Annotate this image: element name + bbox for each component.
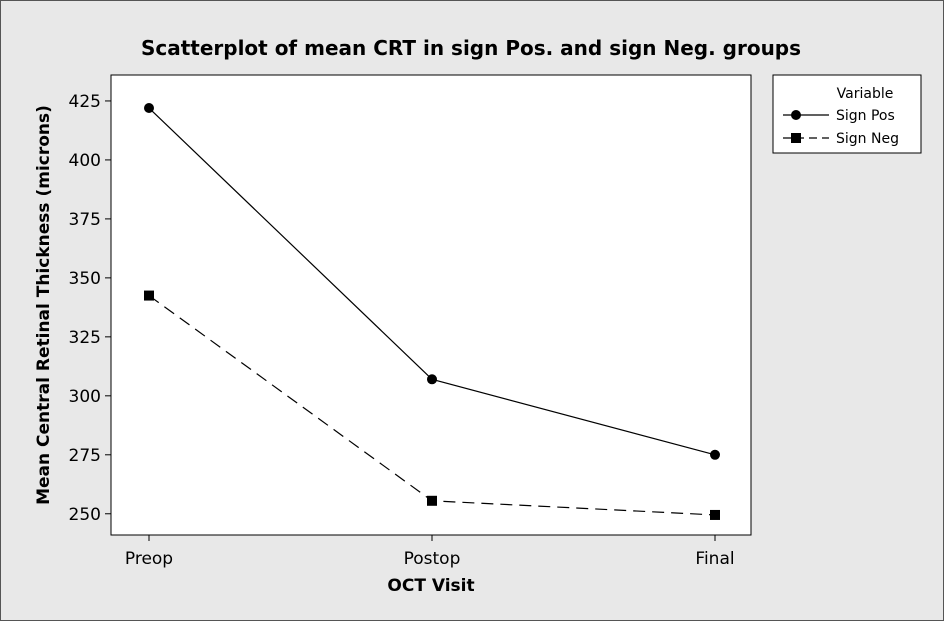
plot-area xyxy=(110,74,752,536)
y-tick-label: 400 xyxy=(69,151,101,171)
y-tick-label: 425 xyxy=(69,92,101,112)
legend-items: Sign Pos Sign Neg xyxy=(783,108,899,147)
y-axis-label: Mean Central Retinal Thickness (microns) xyxy=(34,105,54,505)
y-tick-label: 375 xyxy=(69,210,101,230)
legend-entry: Sign Pos xyxy=(836,108,895,124)
data-point xyxy=(427,374,437,385)
data-point xyxy=(144,103,154,114)
legend: Variable Sign Pos Sign Neg xyxy=(772,74,922,154)
legend-marker xyxy=(791,110,801,120)
x-tick-label: Preop xyxy=(125,549,173,569)
x-axis: Preop Postop Final xyxy=(125,535,735,569)
data-point xyxy=(710,449,720,460)
data-point xyxy=(710,509,720,520)
y-tick-label: 275 xyxy=(69,446,101,466)
y-tick-label: 325 xyxy=(69,328,101,348)
data-point xyxy=(144,290,154,301)
legend-entry: Sign Neg xyxy=(836,131,899,147)
y-tick-label: 250 xyxy=(69,505,101,525)
x-tick-label: Postop xyxy=(404,549,461,569)
legend-title: Variable xyxy=(837,86,894,102)
series-layer xyxy=(144,103,720,520)
x-axis-label: OCT Visit xyxy=(387,576,474,596)
data-point xyxy=(427,495,437,506)
x-tick-label: Final xyxy=(695,549,734,569)
y-tick-label: 350 xyxy=(69,269,101,289)
chart-title: Scatterplot of mean CRT in sign Pos. and… xyxy=(141,36,801,60)
legend-marker xyxy=(791,133,801,143)
y-tick-label: 300 xyxy=(69,387,101,407)
y-axis: 250 275 300 325 350 375 400 425 xyxy=(69,92,111,525)
